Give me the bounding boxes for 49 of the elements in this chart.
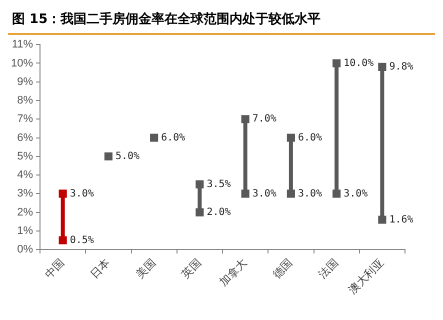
y-tick-label: 10%	[10, 57, 34, 70]
x-tick-label: 日本	[88, 256, 113, 281]
y-tick-label: 9%	[17, 76, 34, 88]
point	[332, 59, 341, 68]
x-tick-label: 加拿大	[216, 256, 250, 289]
data-label: 10.0%	[344, 58, 374, 69]
point	[58, 190, 67, 198]
point	[150, 134, 158, 142]
point	[58, 236, 67, 244]
y-tick-label: 3%	[17, 188, 34, 200]
data-label: 9.8%	[389, 62, 414, 73]
x-tick-label: 英国	[179, 256, 204, 281]
point	[241, 190, 250, 198]
data-label: 6.0%	[298, 132, 322, 144]
y-tick-label: 4%	[17, 169, 34, 182]
data-label: 3.0%	[344, 188, 368, 200]
point	[241, 115, 250, 124]
data-label: 6.0%	[161, 132, 186, 144]
point	[378, 62, 386, 71]
point	[378, 216, 386, 224]
point	[332, 190, 341, 198]
y-tick-label: 2%	[17, 206, 34, 218]
y-tick-label: 1%	[17, 224, 34, 237]
y-tick-label: 0%	[17, 244, 34, 256]
x-tick-label: 中国	[42, 256, 67, 281]
data-label: 1.6%	[389, 214, 414, 226]
data-label: 3.5%	[206, 178, 231, 190]
x-tick-label: 澳大利亚	[346, 256, 386, 296]
data-label: 3.0%	[70, 188, 94, 200]
data-label: 0.5%	[70, 234, 94, 246]
chart-title: 图 15：我国二手房佣金率在全球范围内处于较低水平	[8, 8, 435, 35]
point	[196, 208, 204, 216]
point	[286, 134, 295, 142]
data-label: 5.0%	[115, 150, 140, 162]
x-tick-label: 美国	[133, 256, 158, 281]
x-tick-label: 德国	[270, 256, 296, 281]
data-label: 7.0%	[252, 114, 276, 125]
point	[104, 152, 112, 160]
y-tick-label: 6%	[17, 132, 34, 144]
point	[196, 180, 204, 188]
y-tick-label: 7%	[17, 113, 34, 126]
point	[286, 190, 295, 198]
data-label: 2.0%	[206, 206, 231, 218]
data-label: 3.0%	[298, 188, 322, 200]
y-tick-label: 5%	[17, 150, 34, 162]
data-label: 3.0%	[252, 188, 276, 200]
x-tick-label: 法国	[316, 256, 341, 281]
y-tick-label: 8%	[17, 94, 34, 107]
y-tick-label: 11%	[12, 38, 34, 51]
